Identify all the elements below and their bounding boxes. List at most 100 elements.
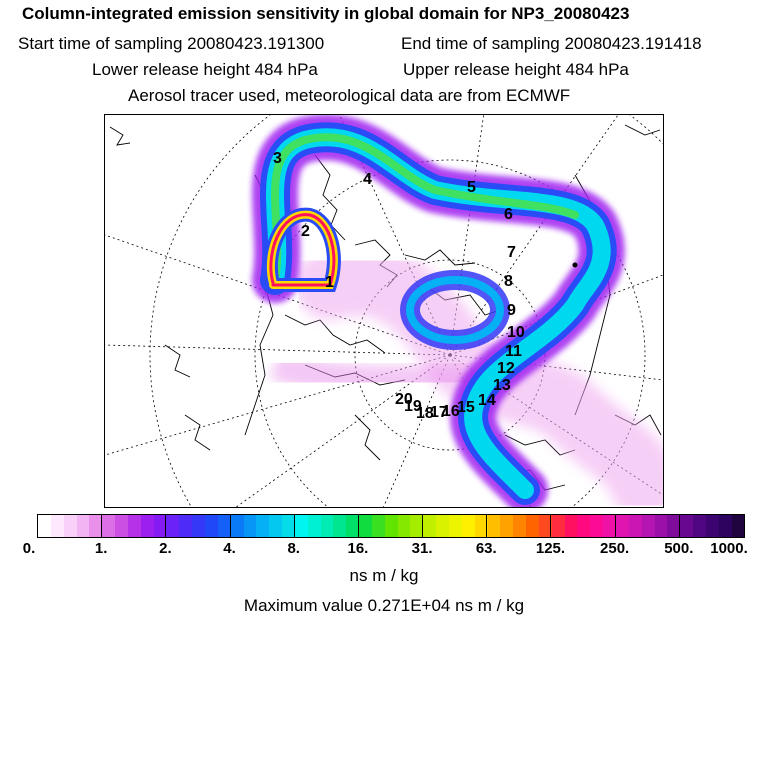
colorbar-cell — [423, 515, 437, 537]
colorbar-tick-label: 0. — [22, 540, 36, 557]
colorbar-tick-label: 1. — [94, 540, 108, 557]
trajectory-label: 20 — [395, 391, 413, 408]
trajectory-label: 12 — [497, 360, 515, 377]
trajectory-label: 11 — [505, 343, 522, 360]
colorbar-separator — [614, 514, 616, 538]
trajectory-label: 18 — [416, 405, 434, 422]
colorbar-cell — [564, 515, 578, 537]
colorbar-cell — [705, 515, 719, 537]
colorbar-cell — [256, 515, 270, 537]
colorbar-cell — [153, 515, 167, 537]
colorbar-cell — [410, 515, 424, 537]
colorbar-cell — [654, 515, 668, 537]
colorbar-separator — [422, 514, 424, 538]
colorbar-cell — [320, 515, 334, 537]
trajectory-labels: 1 2 3 4 5 6 7 8 9 10 11 12 13 14 15 16 1… — [273, 150, 525, 422]
colorbar-tick-label: 125. — [535, 540, 566, 557]
colorbar-cell — [474, 515, 488, 537]
colorbar-cell — [63, 515, 77, 537]
colorbar-tick-label: 250. — [600, 540, 630, 557]
colorbar-cell — [615, 515, 629, 537]
map-canvas: 1 2 3 4 5 6 7 8 9 10 11 12 13 14 15 16 1… — [105, 115, 663, 507]
colorbar-cell — [115, 515, 128, 537]
colorbar-cell — [127, 515, 141, 537]
colorbar-cell — [397, 515, 411, 537]
colorbar-cell — [50, 515, 64, 537]
colorbar-tick-label: 8. — [287, 540, 300, 557]
colorbar-cell — [89, 515, 103, 537]
colorbar-cell — [307, 515, 321, 537]
colorbar-cell — [384, 515, 398, 537]
start-time-label: Start time of sampling 20080423.191300 — [18, 34, 325, 53]
trajectory-label: 17 — [430, 404, 448, 421]
colorbar-cell — [487, 515, 501, 537]
colorbar-cell — [526, 515, 539, 537]
colorbar-cell — [461, 515, 475, 537]
colorbar-cell — [371, 515, 385, 537]
colorbar-cell — [166, 515, 180, 537]
colorbar-cell — [590, 515, 604, 537]
colorbar-tick-label: 31. — [411, 540, 433, 557]
trajectory-label: 13 — [493, 377, 511, 394]
trajectory-label: 6 — [504, 206, 513, 223]
colorbar-cell — [179, 515, 193, 537]
colorbar-cell — [346, 515, 360, 537]
colorbar-cell — [140, 515, 154, 537]
colorbar-tick-label: 500. — [664, 540, 694, 557]
tracer-info-label: Aerosol tracer used, meteorological data… — [128, 86, 571, 105]
emission-sensitivity-plume — [252, 115, 663, 507]
colorbar-separator — [229, 514, 231, 538]
colorbar-cell — [294, 515, 308, 537]
colorbar-cell — [436, 515, 449, 537]
trajectory-label: 16 — [442, 403, 460, 420]
trajectory-label: 10 — [507, 324, 525, 341]
trajectory-label: 15 — [457, 399, 475, 416]
maximum-value-label: Maximum value 0.271E+04 ns m / kg — [243, 596, 525, 615]
colorbar-cell — [230, 515, 244, 537]
colorbar-cell — [204, 515, 218, 537]
colorbar-separator — [101, 514, 103, 538]
colorbar-tick-label: 63. — [475, 540, 497, 557]
colorbar-cell — [731, 515, 745, 537]
upper-height-label: Upper release height 484 hPa — [403, 60, 629, 79]
trajectory-label: 5 — [467, 179, 476, 196]
colorbar — [37, 514, 745, 538]
colorbar-cell — [680, 515, 694, 537]
colorbar-cell — [667, 515, 681, 537]
end-time-label: End time of sampling 20080423.191418 — [401, 34, 702, 53]
colorbar-separator — [293, 514, 295, 538]
colorbar-cell — [449, 515, 462, 537]
trajectory-label: 7 — [507, 244, 516, 261]
trajectory-label: 1 — [325, 274, 334, 291]
colorbar-cell — [577, 515, 591, 537]
colorbar-cell — [538, 515, 552, 537]
map-title: Column-integrated emission sensitivity i… — [22, 4, 630, 23]
colorbar-cell — [359, 515, 372, 537]
trajectory-label: 4 — [363, 171, 372, 188]
trajectory-label: 19 — [404, 398, 422, 415]
trajectory-label: 8 — [504, 273, 513, 290]
trajectory-label: 14 — [478, 392, 496, 409]
lower-height-label: Lower release height 484 hPa — [92, 60, 318, 79]
colorbar-cell — [500, 515, 514, 537]
colorbar-cell — [718, 515, 732, 537]
colorbar-cell — [269, 515, 283, 537]
colorbar-tick-label: 16. — [347, 540, 369, 557]
trajectory-label: 9 — [507, 302, 516, 319]
colorbar-cell — [641, 515, 655, 537]
colorbar-tick-label: 4. — [223, 540, 236, 557]
trajectory-label: 2 — [301, 223, 310, 240]
release-point-marker — [572, 262, 578, 268]
colorbar-cell — [333, 515, 347, 537]
colorbar-separator — [357, 514, 359, 538]
colorbar-cell — [628, 515, 642, 537]
colorbar-cell — [102, 515, 116, 537]
colorbar-cell — [192, 515, 205, 537]
colorbar-separator — [550, 514, 552, 538]
colorbar-separator — [165, 514, 167, 538]
colorbar-cell — [243, 515, 257, 537]
colorbar-separator — [678, 514, 680, 538]
colorbar-tick-label: 2. — [159, 540, 172, 557]
sensitivity-map: 1 2 3 4 5 6 7 8 9 10 11 12 13 14 15 16 1… — [104, 114, 664, 508]
colorbar-cell — [513, 515, 527, 537]
